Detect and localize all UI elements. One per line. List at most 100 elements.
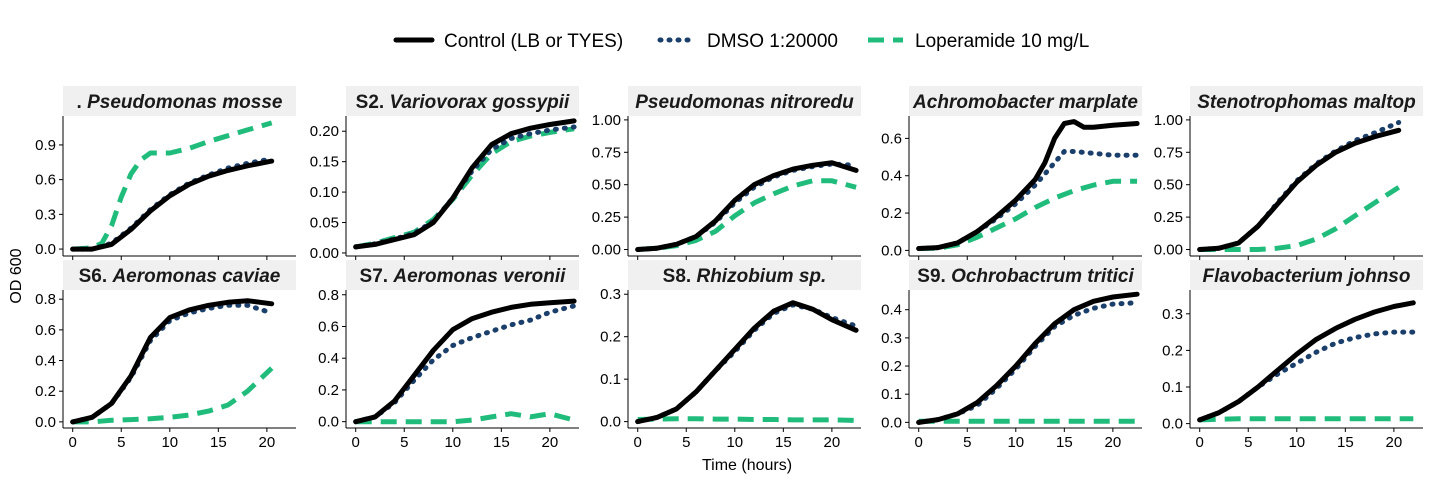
x-tick-label: 20 bbox=[542, 434, 559, 451]
x-tick-label: 10 bbox=[726, 434, 743, 451]
panel-strip-label: S7. Aeromonas veronii bbox=[360, 266, 567, 287]
strip-prefix: . bbox=[77, 92, 88, 113]
panel-5: Stenotrophomas maltop 0.00 0.25 0.50 0.75 1.0… bbox=[1154, 86, 1423, 279]
x-tick-label: 5 bbox=[1244, 434, 1252, 451]
y-tick-label: 0.1 bbox=[1162, 379, 1183, 396]
panel-strip bbox=[628, 260, 861, 290]
series-line-loperamide bbox=[1199, 185, 1401, 252]
series-line-loperamide bbox=[355, 126, 575, 250]
y-tick-label: 0.2 bbox=[35, 383, 56, 400]
y-tick-label: 0.10 bbox=[310, 184, 339, 201]
panel-strip-label: Achromobacter marplate bbox=[912, 92, 1138, 113]
panel-strip-label: S8. Rhizobium sp. bbox=[663, 266, 827, 287]
panel-8: S8. Rhizobium sp. 0.0 0.1 0.2 0.3 0 5 10 15 20 bbox=[600, 260, 861, 451]
x-tick-label: 0 bbox=[915, 434, 923, 451]
panel-strip bbox=[909, 260, 1142, 290]
strip-species: Stenotrophomas maltop bbox=[1197, 92, 1416, 113]
panel-strip bbox=[1190, 260, 1423, 290]
panel-4: Achromobacter marplate0.00.20.40.6051015… bbox=[881, 86, 1142, 279]
y-tick-label: 0.2 bbox=[318, 382, 339, 399]
series-line-control bbox=[916, 119, 1140, 251]
y-tick-label: 0.1 bbox=[600, 371, 621, 388]
x-tick-label: 5 bbox=[117, 434, 125, 451]
y-tick-label: 0.1 bbox=[881, 386, 902, 403]
strip-species: Aeromonas veronii bbox=[392, 266, 566, 287]
series-line-loperamide bbox=[72, 120, 273, 252]
y-tick-label: 0.6 bbox=[35, 172, 56, 189]
y-tick-label: 0.05 bbox=[310, 215, 339, 232]
strip-species: Variovorax gossypii bbox=[389, 92, 570, 113]
y-tick-label: 0.6 bbox=[881, 130, 902, 147]
y-tick-label: 0.00 bbox=[592, 242, 621, 259]
legend-item-control: Control (LB or TYES) bbox=[393, 31, 623, 52]
panel-strip-label: . Pseudomonas mosse bbox=[77, 92, 283, 113]
y-tick-label: 0.0 bbox=[881, 242, 902, 259]
x-tick-label: 15 bbox=[210, 434, 227, 451]
series-line-loperamide bbox=[355, 411, 575, 425]
y-tick-label: 0.4 bbox=[881, 302, 902, 319]
y-tick-label: 0.0 bbox=[600, 414, 621, 431]
x-tick-label: 20 bbox=[259, 434, 276, 451]
panel-strip bbox=[63, 86, 296, 116]
series-line-dmso bbox=[916, 300, 1140, 425]
x-tick-label: 15 bbox=[493, 434, 510, 451]
panel-grid: . Pseudomonas mosse0.00.30.60.905101520S… bbox=[35, 86, 1423, 451]
y-tick-label: 0.2 bbox=[1162, 342, 1183, 359]
panel-7: S7. Aeromonas veronii 0.0 0.2 0.4 0.6 0.8 0 5 10… bbox=[318, 260, 579, 451]
y-tick-label: 0.0 bbox=[35, 414, 56, 431]
series-line-control bbox=[635, 160, 859, 252]
y-tick-label: 0.3 bbox=[35, 206, 56, 223]
x-tick-label: 10 bbox=[444, 434, 461, 451]
y-tick-label: 0.3 bbox=[600, 286, 621, 303]
y-tick-label: 0.2 bbox=[881, 205, 902, 222]
y-tick-label: 0.4 bbox=[881, 168, 902, 185]
x-tick-label: 10 bbox=[1007, 434, 1024, 451]
x-tick-label: 15 bbox=[1337, 434, 1354, 451]
y-tick-label: 0.00 bbox=[1154, 242, 1183, 259]
y-tick-label: 0.0 bbox=[35, 241, 56, 258]
series-line-control bbox=[1197, 300, 1416, 423]
y-tick-label: 0.20 bbox=[310, 123, 339, 140]
series-line-control bbox=[353, 118, 577, 250]
legend-label-dmso: DMSO 1:20000 bbox=[707, 31, 838, 52]
y-tick-label: 0.9 bbox=[35, 137, 56, 154]
x-tick-label: 5 bbox=[963, 434, 971, 451]
y-tick-label: 0.6 bbox=[35, 322, 56, 339]
panel-strip-label: Flavobacterium johnso bbox=[1203, 266, 1411, 287]
series-line-dmso bbox=[635, 302, 859, 425]
strip-prefix: S2. bbox=[356, 92, 390, 113]
y-tick-label: 0.3 bbox=[1162, 306, 1183, 323]
y-tick-label: 0.50 bbox=[1154, 177, 1183, 194]
x-tick-label: 5 bbox=[682, 434, 690, 451]
panel-strip bbox=[346, 260, 579, 290]
panel-strip-label: S2. Variovorax gossypii bbox=[356, 92, 570, 113]
panel-3: Pseudomonas nitroredu 0.00 0.25 0.50 0.75 1.0… bbox=[592, 86, 861, 279]
x-tick-label: 15 bbox=[775, 434, 792, 451]
y-tick-label: 0.75 bbox=[1154, 144, 1183, 161]
panel-strip bbox=[1190, 86, 1423, 116]
strip-species: Pseudomonas nitroredu bbox=[635, 92, 854, 113]
strip-species: Rhizobium sp. bbox=[696, 266, 826, 287]
y-tick-label: 0.25 bbox=[1154, 209, 1183, 226]
strip-species: Pseudomonas mosse bbox=[87, 92, 283, 113]
panel-6: S6. Aeromonas caviae 0.0 0.2 0.4 0.6 0.8 0 5 10 1… bbox=[35, 260, 296, 451]
series-line-control bbox=[635, 300, 859, 425]
x-tick-label: 10 bbox=[161, 434, 178, 451]
y-tick-label: 0.0 bbox=[1162, 416, 1183, 433]
panel-strip bbox=[628, 86, 861, 116]
strip-prefix: S6. bbox=[79, 266, 113, 287]
y-tick-label: 0.6 bbox=[318, 318, 339, 335]
x-tick-label: 0 bbox=[634, 434, 642, 451]
series-line-control bbox=[70, 158, 275, 252]
series-line-dmso bbox=[1197, 120, 1402, 252]
y-axis-label: OD 600 bbox=[8, 248, 25, 303]
x-tick-label: 15 bbox=[1056, 434, 1073, 451]
panel-10: Flavobacterium johnso 0.0 0.1 0.2 0.3 0 5 10 15 2… bbox=[1162, 260, 1423, 451]
series-line-dmso bbox=[70, 302, 275, 425]
series-line-dmso bbox=[70, 156, 275, 252]
x-tick-label: 20 bbox=[824, 434, 841, 451]
x-tick-label: 20 bbox=[1105, 434, 1122, 451]
y-tick-label: 0.00 bbox=[310, 245, 339, 262]
y-tick-label: 0.75 bbox=[592, 144, 621, 161]
